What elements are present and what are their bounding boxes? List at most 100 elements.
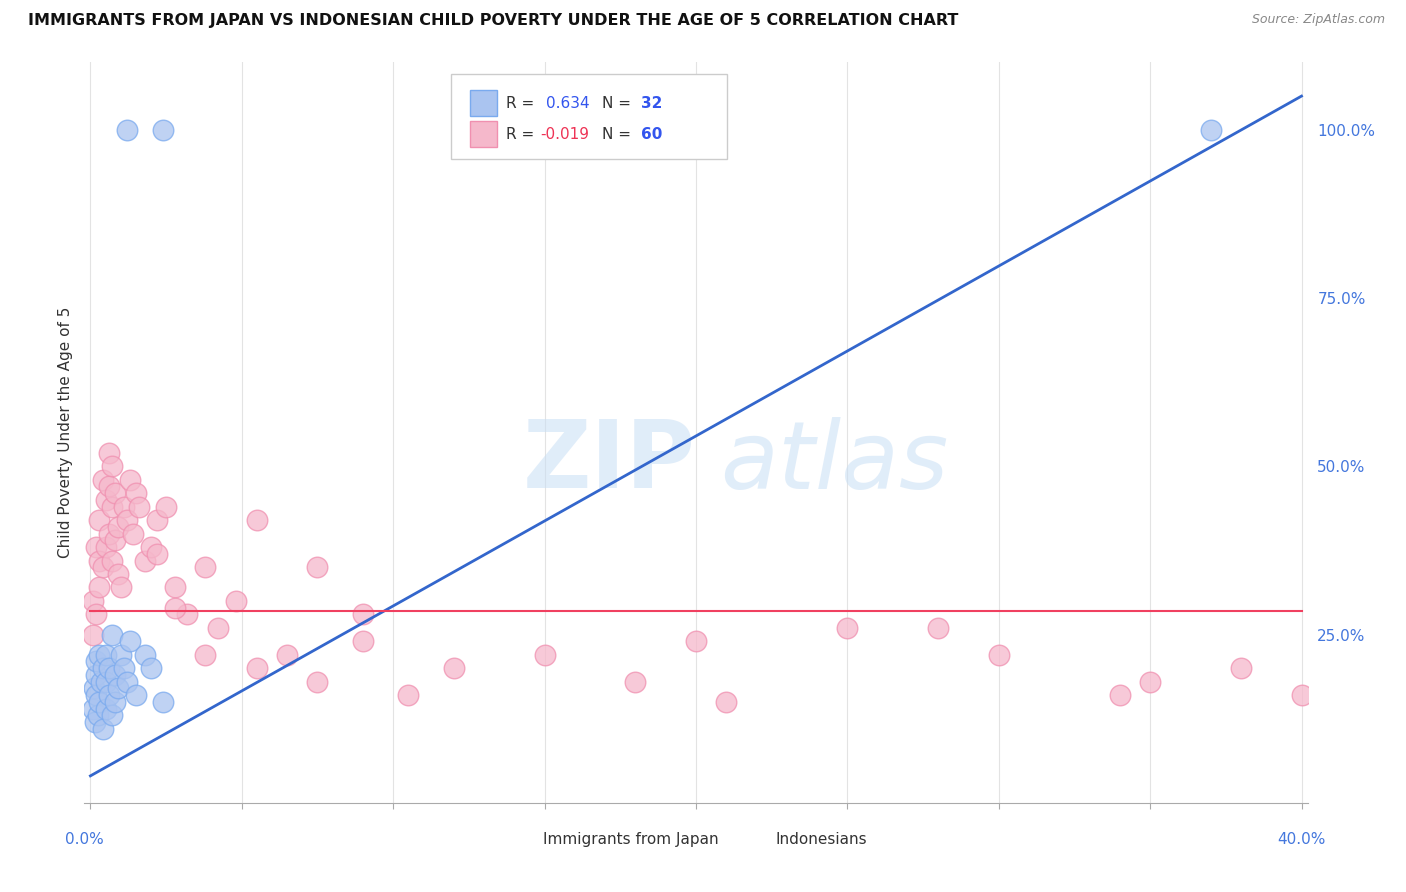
Point bbox=[139, 540, 162, 554]
Text: 60: 60 bbox=[641, 127, 662, 142]
Point bbox=[83, 681, 105, 696]
Point bbox=[115, 122, 138, 136]
Text: Source: ZipAtlas.com: Source: ZipAtlas.com bbox=[1251, 13, 1385, 27]
Point bbox=[152, 122, 174, 136]
Point bbox=[396, 688, 419, 702]
Bar bbox=[506, 829, 537, 851]
Point bbox=[104, 486, 127, 500]
Point bbox=[94, 674, 117, 689]
Point bbox=[91, 473, 114, 487]
Point bbox=[87, 708, 110, 723]
Point bbox=[165, 600, 187, 615]
Point bbox=[134, 553, 156, 567]
Point bbox=[107, 520, 129, 534]
Text: ZIP: ZIP bbox=[523, 417, 696, 508]
Point bbox=[110, 581, 132, 595]
Point bbox=[1108, 688, 1130, 702]
Point bbox=[307, 560, 329, 574]
Point bbox=[97, 661, 120, 675]
Point bbox=[104, 533, 127, 548]
Point bbox=[100, 708, 122, 723]
Point bbox=[89, 513, 111, 527]
Text: Indonesians: Indonesians bbox=[776, 832, 868, 847]
Point bbox=[112, 661, 135, 675]
Text: 0.634: 0.634 bbox=[546, 95, 589, 111]
Text: R =: R = bbox=[506, 95, 540, 111]
Point bbox=[100, 500, 122, 514]
Point bbox=[927, 621, 949, 635]
Point bbox=[110, 648, 132, 662]
Text: -0.019: -0.019 bbox=[541, 127, 589, 142]
Point bbox=[352, 634, 374, 648]
Text: Immigrants from Japan: Immigrants from Japan bbox=[543, 832, 718, 847]
Point bbox=[155, 500, 177, 514]
Point bbox=[176, 607, 198, 622]
Point bbox=[276, 648, 298, 662]
Point bbox=[82, 701, 104, 715]
Point bbox=[82, 627, 104, 641]
Point bbox=[194, 648, 217, 662]
Point bbox=[91, 722, 114, 736]
Text: atlas: atlas bbox=[720, 417, 949, 508]
Point bbox=[94, 540, 117, 554]
Bar bbox=[470, 121, 496, 147]
Text: R =: R = bbox=[506, 127, 540, 142]
Point bbox=[165, 581, 187, 595]
Point bbox=[100, 553, 122, 567]
Point bbox=[987, 648, 1010, 662]
Point bbox=[97, 526, 120, 541]
Point bbox=[104, 668, 127, 682]
Point bbox=[118, 634, 141, 648]
Point bbox=[139, 661, 162, 675]
Text: 32: 32 bbox=[641, 95, 662, 111]
Point bbox=[107, 681, 129, 696]
Point bbox=[84, 714, 107, 729]
Text: N =: N = bbox=[602, 95, 636, 111]
Point bbox=[837, 621, 859, 635]
Point bbox=[86, 655, 108, 669]
Point bbox=[125, 486, 148, 500]
Point bbox=[97, 446, 120, 460]
Text: IMMIGRANTS FROM JAPAN VS INDONESIAN CHILD POVERTY UNDER THE AGE OF 5 CORRELATION: IMMIGRANTS FROM JAPAN VS INDONESIAN CHIL… bbox=[28, 13, 959, 29]
Text: 0.0%: 0.0% bbox=[65, 832, 104, 847]
Point bbox=[86, 540, 108, 554]
Point bbox=[146, 513, 169, 527]
Point bbox=[125, 688, 148, 702]
Point bbox=[118, 473, 141, 487]
Point bbox=[86, 607, 108, 622]
Point bbox=[107, 566, 129, 581]
Point bbox=[97, 688, 120, 702]
Y-axis label: Child Poverty Under the Age of 5: Child Poverty Under the Age of 5 bbox=[58, 307, 73, 558]
Point bbox=[307, 674, 329, 689]
Point bbox=[624, 674, 647, 689]
Point bbox=[194, 560, 217, 574]
Point bbox=[84, 668, 107, 682]
Point bbox=[146, 547, 169, 561]
Point bbox=[100, 627, 122, 641]
Point bbox=[91, 661, 114, 675]
Point bbox=[115, 513, 138, 527]
Point bbox=[1199, 122, 1222, 136]
Point bbox=[112, 500, 135, 514]
Point bbox=[94, 492, 117, 507]
Bar bbox=[738, 829, 769, 851]
Point bbox=[89, 581, 111, 595]
Point bbox=[100, 459, 122, 474]
Point bbox=[121, 526, 143, 541]
Point bbox=[94, 648, 117, 662]
Point bbox=[97, 479, 120, 493]
Point bbox=[152, 695, 174, 709]
Point bbox=[246, 513, 269, 527]
FancyBboxPatch shape bbox=[451, 73, 727, 159]
Point bbox=[104, 695, 127, 709]
Point bbox=[716, 695, 738, 709]
Point bbox=[82, 594, 104, 608]
Point bbox=[91, 560, 114, 574]
Point bbox=[246, 661, 269, 675]
Point bbox=[86, 688, 108, 702]
Point bbox=[533, 648, 555, 662]
Point bbox=[443, 661, 465, 675]
Point bbox=[1291, 688, 1313, 702]
Point bbox=[207, 621, 229, 635]
Point bbox=[94, 701, 117, 715]
